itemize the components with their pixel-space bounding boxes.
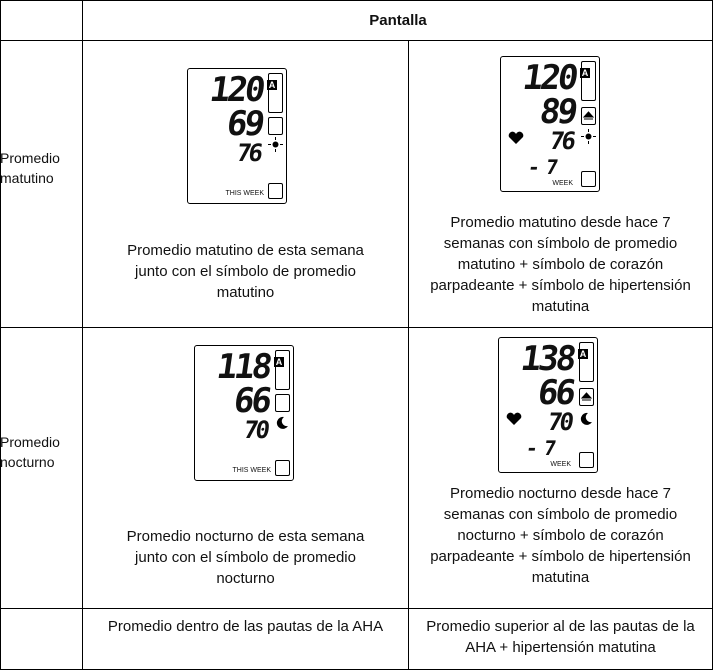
- caption-text: Promedio matutino de esta semana junto c…: [127, 242, 364, 301]
- icon-box: [275, 394, 290, 412]
- memo-icon: [581, 171, 596, 187]
- caption-text: Promedio nocturno de esta semana junto c…: [126, 528, 365, 587]
- border: [0, 40, 713, 41]
- user-icon: A: [580, 61, 596, 101]
- systolic: 120: [519, 58, 578, 98]
- caption-text: Promedio nocturno desde hace 7 semanas c…: [430, 485, 691, 586]
- period: WEEK: [552, 180, 573, 187]
- pulse: 70: [546, 408, 573, 436]
- memo-icon: [275, 460, 290, 476]
- caption: Promedio nocturno de esta semana junto c…: [83, 526, 408, 589]
- caption: Promedio nocturno desde hace 7 semanas c…: [409, 483, 712, 588]
- border: [0, 608, 713, 609]
- border: [408, 40, 409, 670]
- pulse: 76: [235, 139, 262, 167]
- user-icon: A: [267, 73, 283, 113]
- border: [0, 327, 713, 328]
- footer-text: Promedio dentro de las pautas de la AHA: [107, 618, 384, 635]
- footer-text: Promedio superior al de las pautas de la…: [426, 618, 695, 656]
- user-letter: A: [578, 349, 588, 359]
- memo-icon: [268, 183, 283, 199]
- diastolic: 66: [231, 381, 272, 421]
- systolic: 118: [213, 347, 272, 387]
- user-letter: A: [274, 357, 284, 367]
- user-letter: A: [267, 80, 277, 90]
- header-title: Pantalla: [369, 12, 427, 29]
- lcd-display: 118 66 70 THIS WEEK A: [194, 345, 294, 481]
- moon-icon: [276, 416, 288, 429]
- row-label: Promedio nocturno: [0, 434, 60, 470]
- sun-icon: [581, 129, 596, 144]
- systolic: 138: [517, 339, 576, 379]
- lcd-display: 120 69 76 THIS WEEK A: [187, 68, 287, 204]
- border: [0, 0, 1, 670]
- diastolic: 66: [535, 373, 576, 413]
- pulse: 70: [242, 416, 269, 444]
- caption-text: Promedio matutino desde hace 7 semanas c…: [430, 214, 691, 315]
- period: THIS WEEK: [232, 467, 271, 474]
- week-number: - 7: [526, 155, 557, 179]
- row-label: Promedio matutino: [0, 150, 60, 186]
- icon-box: [268, 117, 283, 135]
- footer-cell: Promedio superior al de las pautas de la…: [409, 616, 712, 658]
- period: WEEK: [550, 461, 571, 468]
- caption: Promedio matutino de esta semana junto c…: [83, 240, 408, 303]
- user-letter: A: [580, 68, 590, 78]
- pulse: 76: [548, 127, 575, 155]
- lcd-display: 120 89 76 - 7 WEEK A: [500, 56, 600, 192]
- lcd-display: 138 66 70 - 7 WEEK A: [498, 337, 598, 473]
- caption: Promedio matutino desde hace 7 semanas c…: [409, 212, 712, 317]
- diastolic: 89: [537, 92, 578, 132]
- footer-cell: Promedio dentro de las pautas de la AHA: [83, 616, 408, 637]
- diastolic: 69: [224, 104, 265, 144]
- memo-icon: [579, 452, 594, 468]
- border: [82, 0, 83, 670]
- systolic: 120: [206, 70, 265, 110]
- week-number: - 7: [524, 436, 555, 460]
- heart-icon: [508, 131, 524, 144]
- sun-icon: [268, 137, 283, 152]
- moon-icon: [580, 412, 592, 425]
- border: [0, 0, 713, 1]
- user-icon: A: [274, 350, 290, 390]
- icon-box: [581, 107, 596, 125]
- icon-box: [579, 388, 594, 406]
- heart-icon: [506, 412, 522, 425]
- period: THIS WEEK: [225, 190, 264, 197]
- user-icon: A: [578, 342, 594, 382]
